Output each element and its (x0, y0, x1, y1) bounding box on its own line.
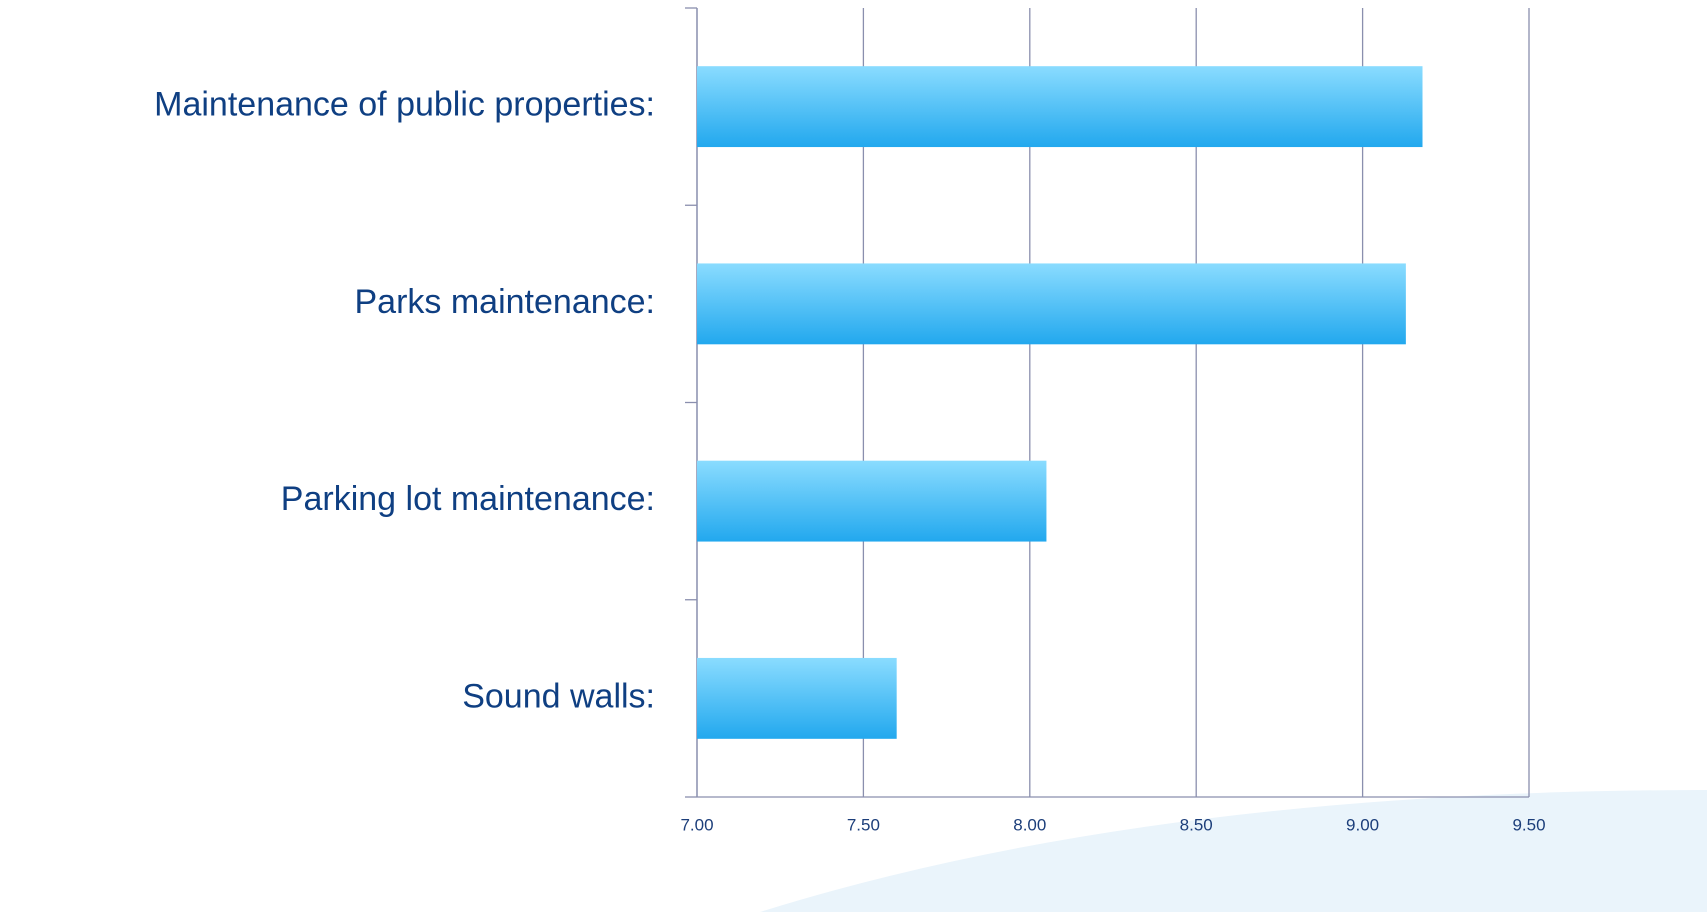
x-tick-label: 8.00 (1013, 815, 1046, 834)
category-label: Parks maintenance: (355, 283, 656, 321)
category-label: Maintenance of public properties: (154, 86, 655, 124)
background-arc (760, 790, 1707, 912)
category-label: Parking lot maintenance: (281, 480, 655, 518)
category-label: Sound walls: (462, 677, 655, 715)
bar (697, 66, 1423, 148)
x-tick-label: 9.00 (1346, 815, 1379, 834)
x-tick-label: 7.00 (680, 815, 713, 834)
bar (697, 460, 1047, 542)
bar (697, 657, 897, 739)
x-tick-label: 9.50 (1512, 815, 1545, 834)
x-tick-label: 7.50 (847, 815, 880, 834)
x-tick-label: 8.50 (1180, 815, 1213, 834)
bar (697, 263, 1406, 345)
